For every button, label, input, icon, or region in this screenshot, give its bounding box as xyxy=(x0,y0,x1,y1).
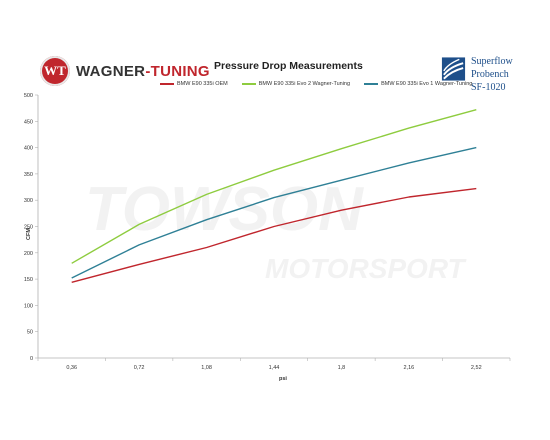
y-axis-title: CFM xyxy=(26,228,32,240)
wagner-tuning-badge-icon: WT xyxy=(40,56,70,86)
superflow-icon xyxy=(441,57,466,81)
y-tick-label: 50 xyxy=(27,330,33,336)
watermark-line2: MOTORSPORT xyxy=(265,253,468,284)
x-tick-label: 2,16 xyxy=(403,365,414,371)
y-tick-label: 450 xyxy=(24,119,33,125)
superflow-wordmark: Superflow Probench SF-1020 xyxy=(471,55,550,94)
legend-swatch xyxy=(160,83,174,85)
chart-axes xyxy=(35,94,511,361)
series-line-1 xyxy=(71,187,477,283)
y-tick-label: 150 xyxy=(24,277,33,283)
brand-left-main: WAGNER xyxy=(76,62,146,80)
x-tick-label: 0,36 xyxy=(66,365,77,371)
x-tick-label: 2,52 xyxy=(471,365,482,371)
towson-motorsport-watermark: TOWSON MOTORSPORT xyxy=(85,175,468,284)
legend-label: BMW E90 335i Evo 2 Wagner-Tuning xyxy=(258,81,351,87)
y-tick-label: 350 xyxy=(24,172,33,178)
x-tick-label: 1,8 xyxy=(338,365,346,371)
wagner-tuning-logo: WT WAGNER-TUNING xyxy=(40,56,210,86)
chart-title: Pressure Drop Measurements xyxy=(214,60,363,72)
legend-swatch xyxy=(241,83,256,85)
x-tick-label: 0,72 xyxy=(134,365,145,371)
wagner-tuning-wordmark: WAGNER-TUNING xyxy=(76,63,210,80)
legend-item-1: BMW E90 335i OEM xyxy=(160,81,228,87)
legend-swatch xyxy=(364,83,379,85)
legend-item-3: BMW E90 335i Evo 1 Wagner-Tuning xyxy=(364,81,472,87)
y-tick-label: 0 xyxy=(30,356,33,362)
series-line-2 xyxy=(71,109,477,264)
x-tick-labels: 0,36 0,72 1,08 1,44 1,8 2,16 2,52 xyxy=(66,365,481,371)
brand-left-accent: -TUNING xyxy=(145,62,210,80)
x-tick-label: 1,44 xyxy=(269,365,280,371)
chart-legend: BMW E90 335i OEM BMW E90 335i Evo 2 Wagne… xyxy=(160,81,472,87)
brand-right-line1: Superflow Probench xyxy=(471,56,513,80)
brand-right-line2: SF-1020 xyxy=(471,82,506,93)
legend-label: BMW E90 335i Evo 1 Wagner-Tuning xyxy=(381,81,473,87)
y-tick-label: 250 xyxy=(24,225,33,231)
x-tick-label: 1,08 xyxy=(201,365,212,371)
x-axis-title: psi xyxy=(279,376,287,382)
y-tick-label: 100 xyxy=(24,303,33,309)
legend-label: BMW E90 335i OEM xyxy=(177,81,228,87)
y-tick-label: 300 xyxy=(24,198,33,204)
series-lines xyxy=(71,109,477,283)
y-tick-label: 500 xyxy=(24,93,33,99)
y-tick-label: 400 xyxy=(24,146,33,152)
legend-item-2: BMW E90 335i Evo 2 Wagner-Tuning xyxy=(241,81,351,87)
superflow-logo: Superflow Probench SF-1020 xyxy=(440,55,550,94)
y-tick-labels: 0 50 100 150 200 250 300 350 400 450 500 xyxy=(24,93,33,362)
series-line-3 xyxy=(71,146,477,279)
y-tick-label: 200 xyxy=(24,251,33,257)
